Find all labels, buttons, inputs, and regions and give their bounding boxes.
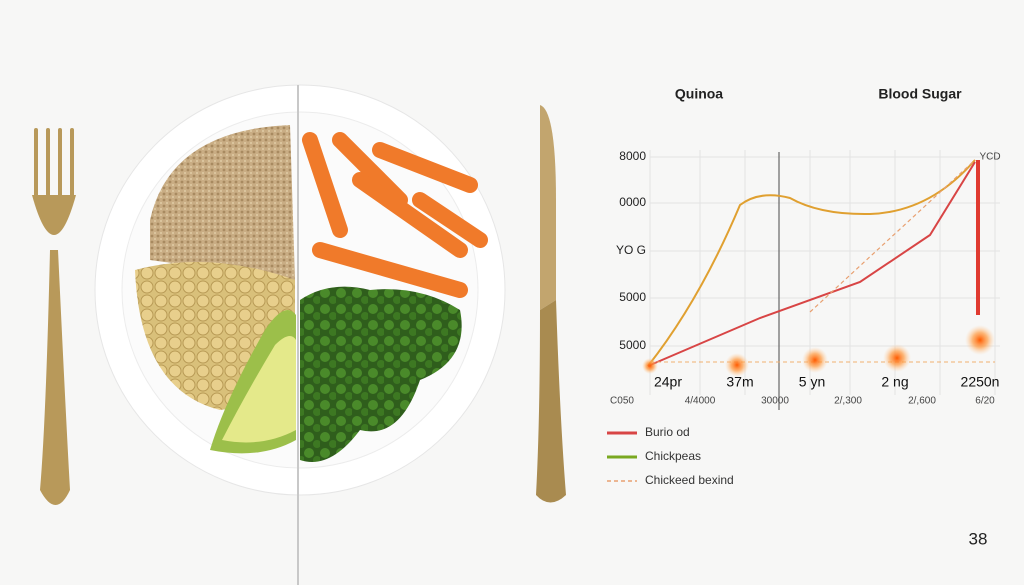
legend-label: Burio od bbox=[645, 425, 690, 439]
legend-label: Chickpeas bbox=[645, 449, 701, 463]
x-label: 30000 bbox=[761, 396, 789, 407]
heading: Quinoa bbox=[675, 86, 723, 102]
y-label: 8000 bbox=[619, 149, 646, 163]
point-label: 2 ng bbox=[881, 374, 908, 390]
point-label: 37m bbox=[726, 374, 753, 390]
food-illustration bbox=[32, 84, 566, 585]
x-label: C050 bbox=[610, 396, 634, 407]
x-label: 2/,300 bbox=[834, 396, 862, 407]
y-label: YO G bbox=[616, 243, 646, 257]
y-label: 5000 bbox=[619, 290, 646, 304]
point-label: 2250n bbox=[961, 374, 1000, 390]
point-label: 5 yn bbox=[799, 374, 825, 390]
y-label: 0000 bbox=[619, 195, 646, 209]
corner-label: YCD bbox=[979, 152, 1000, 163]
heading: Blood Sugar bbox=[878, 86, 962, 102]
chart bbox=[607, 150, 1000, 482]
legend-label: Chickeed bexind bbox=[645, 473, 734, 487]
y-label: 5000 bbox=[619, 338, 646, 352]
x-label: 2/,600 bbox=[908, 396, 936, 407]
x-label: 4/4000 bbox=[685, 396, 716, 407]
x-label: 6/20 bbox=[975, 396, 995, 407]
point-label: 24pr bbox=[654, 374, 682, 390]
page-number: 38 bbox=[969, 529, 988, 548]
